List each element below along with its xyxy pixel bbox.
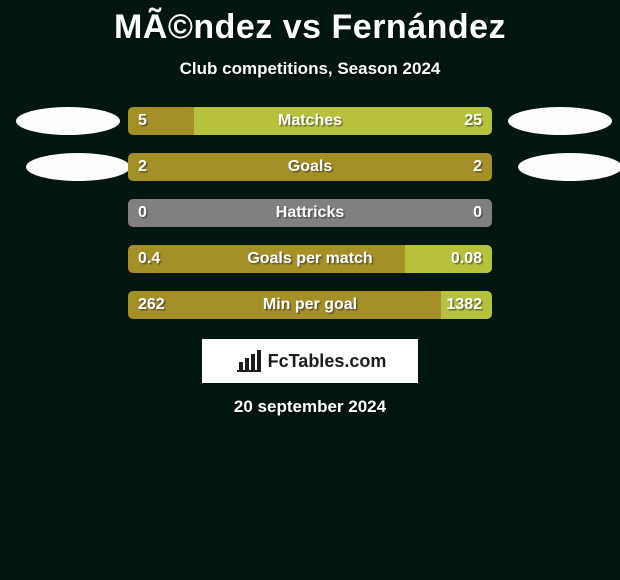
bar-right-seg (194, 107, 492, 135)
avatar-left-slot (8, 245, 112, 273)
stat-value-left: 262 (138, 296, 165, 314)
stat-label: Goals (288, 158, 332, 176)
avatar-left-slot (8, 153, 112, 181)
row-hattricks: 0 Hattricks 0 (8, 199, 612, 227)
stat-value-left: 2 (138, 158, 147, 176)
avatar-left-slot (8, 291, 112, 319)
stat-bar-gpm: 0.4 Goals per match 0.08 (128, 245, 492, 273)
avatar-right-slot (508, 199, 612, 227)
stat-value-left: 5 (138, 112, 147, 130)
subtitle: Club competitions, Season 2024 (0, 59, 620, 79)
attribution-badge: FcTables.com (0, 339, 620, 383)
stat-bar-matches: 5 Matches 25 (128, 107, 492, 135)
page-title: MÃ©ndez vs Fernández (0, 0, 620, 47)
stat-value-right: 2 (473, 158, 482, 176)
avatar-left-slot (8, 199, 112, 227)
row-goals: 2 Goals 2 (8, 153, 612, 181)
badge-box: FcTables.com (202, 339, 418, 383)
avatar-right-slot (508, 291, 612, 319)
stat-label: Goals per match (247, 250, 372, 268)
avatar-left-slot (8, 107, 112, 135)
bars-icon (234, 348, 264, 374)
player1-avatar (26, 153, 130, 181)
stat-label: Matches (278, 112, 342, 130)
stat-value-right: 0.08 (451, 250, 482, 268)
avatar-right-slot (508, 245, 612, 273)
badge-text: FcTables.com (268, 351, 387, 372)
player1-avatar (16, 107, 120, 135)
row-mpg: 262 Min per goal 1382 (8, 291, 612, 319)
stat-label: Min per goal (263, 296, 357, 314)
stat-label: Hattricks (276, 204, 344, 222)
stat-bar-mpg: 262 Min per goal 1382 (128, 291, 492, 319)
stat-bar-goals: 2 Goals 2 (128, 153, 492, 181)
stat-value-left: 0 (138, 204, 147, 222)
date-label: 20 september 2024 (0, 397, 620, 417)
avatar-right-slot (508, 153, 612, 181)
player2-avatar (518, 153, 620, 181)
row-gpm: 0.4 Goals per match 0.08 (8, 245, 612, 273)
player2-avatar (508, 107, 612, 135)
comparison-rows: 5 Matches 25 2 Goals 2 0 Hattricks 0 0.4 Goals per… (0, 107, 620, 319)
avatar-right-slot (508, 107, 612, 135)
row-matches: 5 Matches 25 (8, 107, 612, 135)
stat-value-left: 0.4 (138, 250, 160, 268)
stat-value-right: 0 (473, 204, 482, 222)
stat-value-right: 1382 (446, 296, 482, 314)
stat-bar-hattricks: 0 Hattricks 0 (128, 199, 492, 227)
stat-value-right: 25 (464, 112, 482, 130)
